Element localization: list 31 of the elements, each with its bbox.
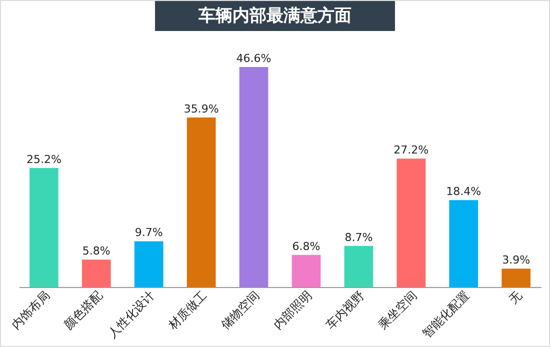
x-tick-label: 颜色搭配 bbox=[61, 288, 105, 332]
x-tick-label: 智能化配置 bbox=[420, 288, 472, 340]
bar bbox=[396, 158, 426, 287]
data-label: 9.7% bbox=[134, 226, 163, 240]
x-tick-label: 储物空间 bbox=[218, 288, 262, 332]
data-label: 27.2% bbox=[394, 144, 429, 157]
data-label: 3.9% bbox=[502, 254, 530, 267]
x-tick-label: 乘坐空间 bbox=[376, 288, 420, 332]
data-label: 46.6% bbox=[236, 52, 272, 66]
data-label: 6.8% bbox=[292, 240, 320, 253]
x-tick-label: 材质做工 bbox=[165, 288, 210, 333]
bar bbox=[29, 168, 58, 287]
bar bbox=[449, 200, 478, 287]
data-label: 35.9% bbox=[184, 102, 219, 116]
bar bbox=[502, 268, 531, 287]
x-tick-label: 无 bbox=[506, 288, 525, 306]
bar bbox=[134, 241, 164, 287]
chart-title: 车辆内部最满意方面 bbox=[155, 1, 395, 31]
x-tick-label: 车内视野 bbox=[323, 288, 368, 332]
bar bbox=[344, 246, 374, 287]
x-tick-label: 内部照明 bbox=[270, 288, 315, 332]
data-label: 5.8% bbox=[82, 244, 110, 258]
x-tick-label: 人性化设计 bbox=[105, 288, 158, 340]
data-label: 25.2% bbox=[26, 153, 62, 166]
bar bbox=[186, 118, 216, 287]
bar bbox=[239, 67, 268, 287]
data-label: 18.4% bbox=[446, 185, 482, 198]
bar bbox=[292, 254, 321, 287]
data-label: 8.7% bbox=[344, 230, 373, 244]
bar bbox=[82, 260, 111, 287]
x-tick-label: 内饰布局 bbox=[8, 288, 52, 332]
